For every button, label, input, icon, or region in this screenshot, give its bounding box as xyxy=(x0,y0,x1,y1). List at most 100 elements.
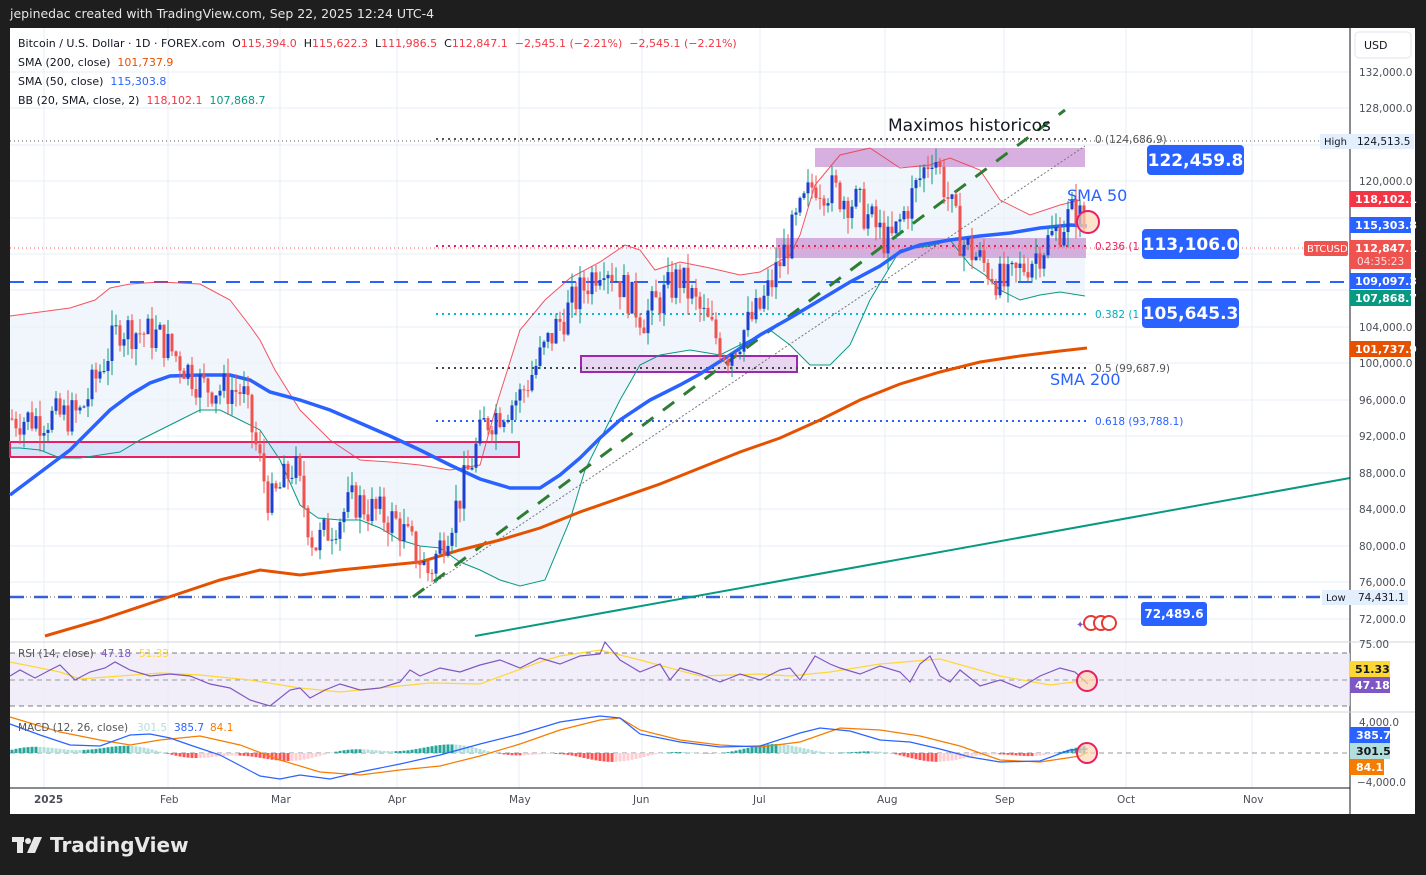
symbol-name: Bitcoin / U.S. Dollar · 1D · FOREX.com xyxy=(18,37,226,50)
svg-text:88,000.0: 88,000.0 xyxy=(1359,468,1406,480)
macd-pane[interactable] xyxy=(9,715,1350,780)
svg-text:✦: ✦ xyxy=(1076,620,1084,631)
svg-text:Aug: Aug xyxy=(877,794,898,806)
axis-tag-bb-upper: 118,102.1 xyxy=(1350,191,1417,207)
time-axis[interactable]: 2025 Feb Mar Apr May Jun Jul Aug Sep Oct… xyxy=(34,794,1264,806)
svg-text:105,645.3: 105,645.3 xyxy=(1143,304,1239,324)
fib-0382-label: 0.382 (1 xyxy=(1095,309,1139,321)
ohlc-open: 115,394.0 xyxy=(240,37,297,50)
svg-text:92,000.0: 92,000.0 xyxy=(1359,431,1406,443)
svg-text:51.33: 51.33 xyxy=(1355,663,1390,676)
svg-text:115,303.8: 115,303.8 xyxy=(1355,219,1417,232)
sma200-legend[interactable]: SMA (200, close) 101,737.9 xyxy=(18,56,174,69)
attribution-text: jepinedac created with TradingView.com, … xyxy=(10,6,435,21)
macd-tag-signal: 84.1 xyxy=(1350,759,1384,775)
svg-text:107,868.7: 107,868.7 xyxy=(1355,292,1417,305)
macd-legend-label: MACD (12, 26, close) xyxy=(18,722,128,734)
svg-text:04:35:23: 04:35:23 xyxy=(1357,256,1404,268)
svg-text:301.5: 301.5 xyxy=(1356,745,1391,758)
ohlc-low: 111,986.5 xyxy=(381,37,438,50)
bb-upper-line xyxy=(9,147,1081,471)
svg-text:385.7: 385.7 xyxy=(1356,729,1391,742)
sma50-legend[interactable]: SMA (50, close) 115,303.8 xyxy=(18,75,167,88)
sma50-annotation: SMA 50 xyxy=(1067,186,1127,205)
attribution-bar: jepinedac created with TradingView.com, … xyxy=(0,0,1426,28)
macd-axis-top: 4,000.0 xyxy=(1359,717,1399,729)
bb-lower-value: 107,868.7 xyxy=(209,94,266,107)
svg-text:109,097.3: 109,097.3 xyxy=(1355,275,1417,288)
fib-0-label: 0 (124,686.9) xyxy=(1095,134,1167,146)
fib-0618-label: 0.618 (93,788.1) xyxy=(1095,416,1183,428)
macd-signal-line xyxy=(9,716,1089,776)
svg-text:Jun: Jun xyxy=(632,794,649,806)
axis-tag-support: 109,097.3 xyxy=(1350,273,1417,289)
sma200-annotation: SMA 200 xyxy=(1050,370,1121,389)
svg-text:80,000.0: 80,000.0 xyxy=(1359,541,1406,553)
long-term-trendline[interactable] xyxy=(474,477,1351,637)
axis-tag-sma50: 115,303.8 xyxy=(1350,217,1417,233)
svg-text:120,000.0: 120,000.0 xyxy=(1359,176,1412,188)
svg-text:47.18: 47.18 xyxy=(1355,679,1390,692)
highlight-circle-macd xyxy=(1076,742,1098,764)
sma50-line xyxy=(8,223,1088,497)
macd-axis-bottom: −4,000.0 xyxy=(1357,777,1406,789)
svg-text:113,106.0: 113,106.0 xyxy=(1143,235,1239,255)
price-change: −2,545.1 (−2.21%) xyxy=(514,37,623,50)
svg-text:Apr: Apr xyxy=(388,794,407,806)
candlesticks[interactable] xyxy=(10,148,1086,584)
svg-text:84.1: 84.1 xyxy=(1356,761,1383,774)
svg-text:Feb: Feb xyxy=(160,794,179,806)
tradingview-logo[interactable]: TradingView xyxy=(12,833,189,857)
svg-text:Mar: Mar xyxy=(271,794,291,806)
rsi-pane[interactable] xyxy=(9,640,1350,707)
svg-text:2025: 2025 xyxy=(34,794,63,806)
rsi-legend-value: 47.18 xyxy=(101,648,131,660)
high-tag-label: High xyxy=(1324,137,1347,148)
price-box-72489[interactable]: 72,489.6 xyxy=(1141,602,1207,626)
highlight-circle-rsi xyxy=(1076,670,1098,692)
low-tag-bg xyxy=(1322,590,1408,605)
zone-0382-box[interactable] xyxy=(580,355,798,373)
rsi-legend-label: RSI (14, close) xyxy=(18,648,94,660)
symbol-legend[interactable]: Bitcoin / U.S. Dollar · 1D · FOREX.com O… xyxy=(18,37,737,50)
macd-tag-hist: 301.5 xyxy=(1350,743,1391,759)
ascending-trend-dashed[interactable] xyxy=(412,108,1066,599)
rsi-ma-line xyxy=(9,649,1091,693)
svg-text:132,000.0: 132,000.0 xyxy=(1359,67,1412,79)
axis-tag-bb-lower: 107,868.7 xyxy=(1350,290,1417,306)
svg-text:96,000.0: 96,000.0 xyxy=(1359,395,1406,407)
price-box-113106[interactable]: 113,106.0 xyxy=(1142,229,1239,259)
high-tag-bg xyxy=(1320,134,1414,149)
chart-legend: Bitcoin / U.S. Dollar · 1D · FOREX.com O… xyxy=(18,34,737,110)
footer xyxy=(0,814,1426,875)
price-box-105645[interactable]: 105,645.3 xyxy=(1142,298,1239,328)
svg-text:122,459.8: 122,459.8 xyxy=(1148,151,1244,171)
low-tag-label: Low xyxy=(1326,593,1346,604)
axis-tag-last-price: 112,847.104:35:23 xyxy=(1350,240,1417,269)
ath-annotation: Maximos historicos xyxy=(888,116,1051,136)
ohlc-close: 112,847.1 xyxy=(451,37,508,50)
economic-events-icons[interactable]: ✦ xyxy=(1076,615,1117,631)
rsi-axis-top: 75.00 xyxy=(1359,639,1389,651)
bb-legend[interactable]: BB (20, SMA, close, 2) 118,102.1 107,868… xyxy=(18,94,266,107)
svg-text:104,000.0: 104,000.0 xyxy=(1359,322,1412,334)
rsi-line xyxy=(9,640,1089,707)
svg-text:72,489.6: 72,489.6 xyxy=(1144,607,1203,621)
svg-text:118,102.1: 118,102.1 xyxy=(1355,193,1417,206)
svg-text:128,000.0: 128,000.0 xyxy=(1359,103,1412,115)
price-change-2: −2,545.1 (−2.21%) xyxy=(629,37,737,50)
svg-text:Sep: Sep xyxy=(995,794,1015,806)
rsi-tag-value: 47.18 xyxy=(1350,677,1390,693)
price-box-122459[interactable]: 122,459.8 xyxy=(1147,145,1244,175)
price-axis[interactable]: 132,000.0 128,000.0 120,000.0 104,000.0 … xyxy=(1359,67,1412,626)
macd-legend-hist: 301.5 xyxy=(137,722,167,734)
svg-text:BTCUSD: BTCUSD xyxy=(1307,244,1348,255)
fib-05-label: 0.5 (99,687.9) xyxy=(1095,363,1170,375)
sma200-line xyxy=(44,346,1088,638)
currency-button[interactable]: USD xyxy=(1354,31,1412,59)
tradingview-logo-icon xyxy=(12,837,42,853)
svg-text:USD: USD xyxy=(1364,39,1388,52)
symbol-tag: BTCUSD xyxy=(1304,241,1348,256)
svg-text:72,000.0: 72,000.0 xyxy=(1359,614,1406,626)
